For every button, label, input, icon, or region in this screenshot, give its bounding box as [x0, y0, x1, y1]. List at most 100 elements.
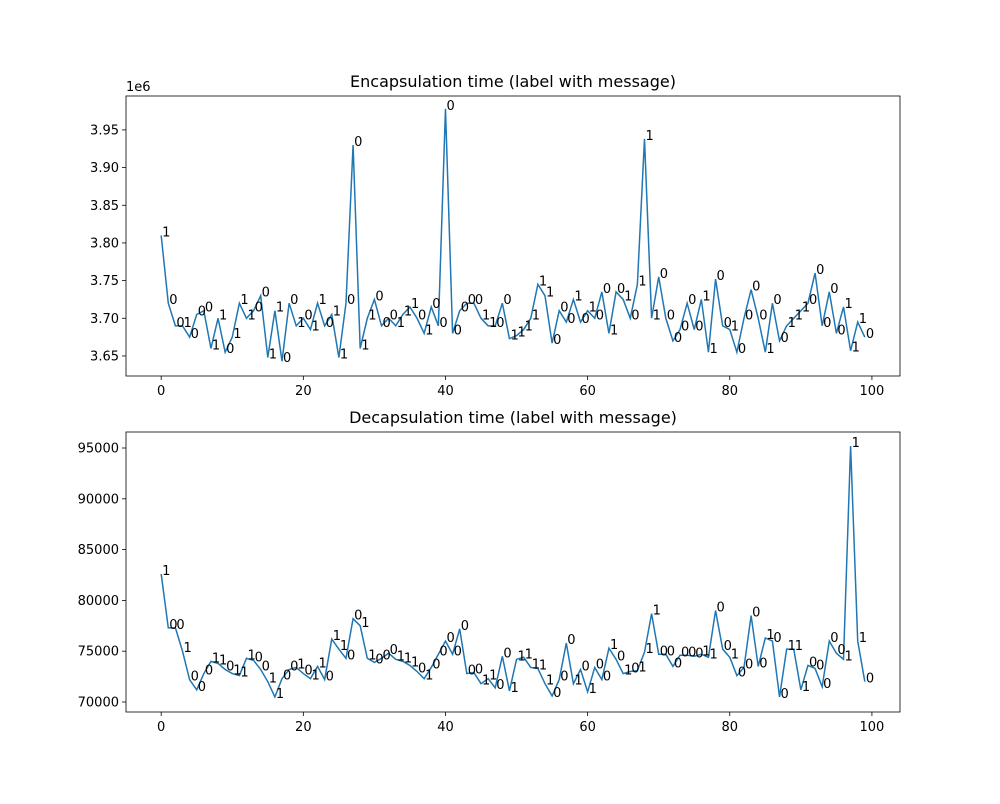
point-label: 0	[809, 293, 817, 308]
point-label: 0	[418, 308, 426, 323]
point-label: 1	[766, 628, 774, 643]
point-label: 0	[781, 687, 789, 702]
point-label: 0	[681, 320, 689, 335]
point-label: 1	[162, 564, 170, 579]
point-label: 0	[446, 99, 454, 114]
y-tick-label: 3.85	[90, 199, 119, 214]
point-label: 0	[596, 657, 604, 672]
point-label: 1	[788, 639, 796, 654]
point-label: 0	[695, 646, 703, 661]
point-label: 1	[319, 293, 327, 308]
point-label: 1	[319, 656, 327, 671]
point-label: 0	[773, 293, 781, 308]
point-label: 0	[695, 320, 703, 335]
point-label: 1	[219, 653, 227, 668]
point-label: 1	[589, 301, 597, 316]
point-label: 1	[276, 301, 284, 316]
point-label: 0	[262, 659, 270, 674]
point-label: 0	[717, 269, 725, 284]
point-label: 1	[709, 647, 717, 662]
point-label: 1	[184, 641, 192, 656]
point-label: 0	[567, 312, 575, 327]
point-label: 1	[709, 342, 717, 357]
point-label: 1	[361, 338, 369, 353]
point-label: 0	[198, 680, 206, 695]
point-label: 0	[816, 658, 824, 673]
x-tick-label: 100	[860, 720, 885, 735]
point-label: 1	[525, 647, 533, 662]
point-label: 1	[645, 129, 653, 144]
point-label: 0	[837, 643, 845, 658]
point-label: 1	[638, 661, 646, 676]
point-label: 0	[631, 662, 639, 677]
point-label: 0	[390, 643, 398, 658]
point-label: 0	[205, 664, 213, 679]
y-tick-label: 3.90	[90, 161, 119, 176]
point-label: 0	[290, 293, 298, 308]
point-label: 0	[823, 316, 831, 331]
point-label: 0	[553, 686, 561, 701]
x-tick-label: 0	[157, 384, 165, 399]
point-label: 0	[724, 639, 732, 654]
point-label: 1	[361, 616, 369, 631]
point-label: 1	[425, 669, 433, 684]
point-label: 0	[503, 293, 511, 308]
point-label: 0	[745, 657, 753, 672]
point-label: 1	[482, 674, 490, 689]
point-label: 1	[525, 320, 533, 335]
point-label: 1	[397, 316, 405, 331]
point-label: 0	[496, 316, 504, 331]
point-label: 0	[781, 331, 789, 346]
point-label: 0	[454, 644, 462, 659]
point-label: 0	[468, 293, 476, 308]
point-label: 0	[176, 316, 184, 331]
point-label: 0	[667, 644, 675, 659]
point-label: 0	[617, 282, 625, 297]
point-label: 1	[269, 672, 277, 687]
point-label: 0	[582, 312, 590, 327]
point-label: 0	[439, 316, 447, 331]
point-label: 0	[560, 670, 568, 685]
point-label: 0	[176, 618, 184, 633]
point-label: 0	[596, 308, 604, 323]
point-label: 1	[844, 649, 852, 664]
point-label: 1	[852, 341, 860, 356]
point-label: 0	[169, 618, 177, 633]
point-label: 1	[518, 326, 526, 341]
point-label: 1	[340, 347, 348, 362]
point-label: 0	[745, 308, 753, 323]
point-label: 1	[333, 629, 341, 644]
x-tick-label: 20	[295, 720, 312, 735]
point-label: 1	[212, 651, 220, 666]
point-label: 1	[532, 308, 540, 323]
x-tick-label: 60	[579, 720, 596, 735]
point-label: 0	[304, 308, 312, 323]
point-label: 0	[326, 316, 334, 331]
point-label: 0	[631, 308, 639, 323]
point-label: 0	[738, 342, 746, 357]
point-label: 0	[738, 666, 746, 681]
point-label: 1	[795, 308, 803, 323]
point-label: 1	[162, 225, 170, 240]
x-tick-label: 40	[437, 384, 454, 399]
point-label: 0	[432, 297, 440, 312]
point-label: 0	[461, 619, 469, 634]
point-label: 1	[404, 305, 412, 320]
point-label: 1	[489, 316, 497, 331]
x-tick-label: 80	[722, 720, 739, 735]
point-label: 0	[603, 282, 611, 297]
point-label: 1	[233, 664, 241, 679]
point-label: 0	[830, 631, 838, 646]
point-label: 1	[276, 687, 284, 702]
point-label: 1	[653, 604, 661, 619]
point-label: 1	[802, 301, 810, 316]
point-label: 1	[702, 644, 710, 659]
point-label: 0	[446, 631, 454, 646]
point-label: 1	[489, 669, 497, 684]
point-label: 1	[859, 312, 867, 327]
point-label: 0	[226, 659, 234, 674]
point-label: 0	[759, 656, 767, 671]
point-label: 1	[368, 648, 376, 663]
chart-title: Decapsulation time (label with message)	[349, 408, 677, 427]
point-label: 1	[510, 681, 518, 696]
